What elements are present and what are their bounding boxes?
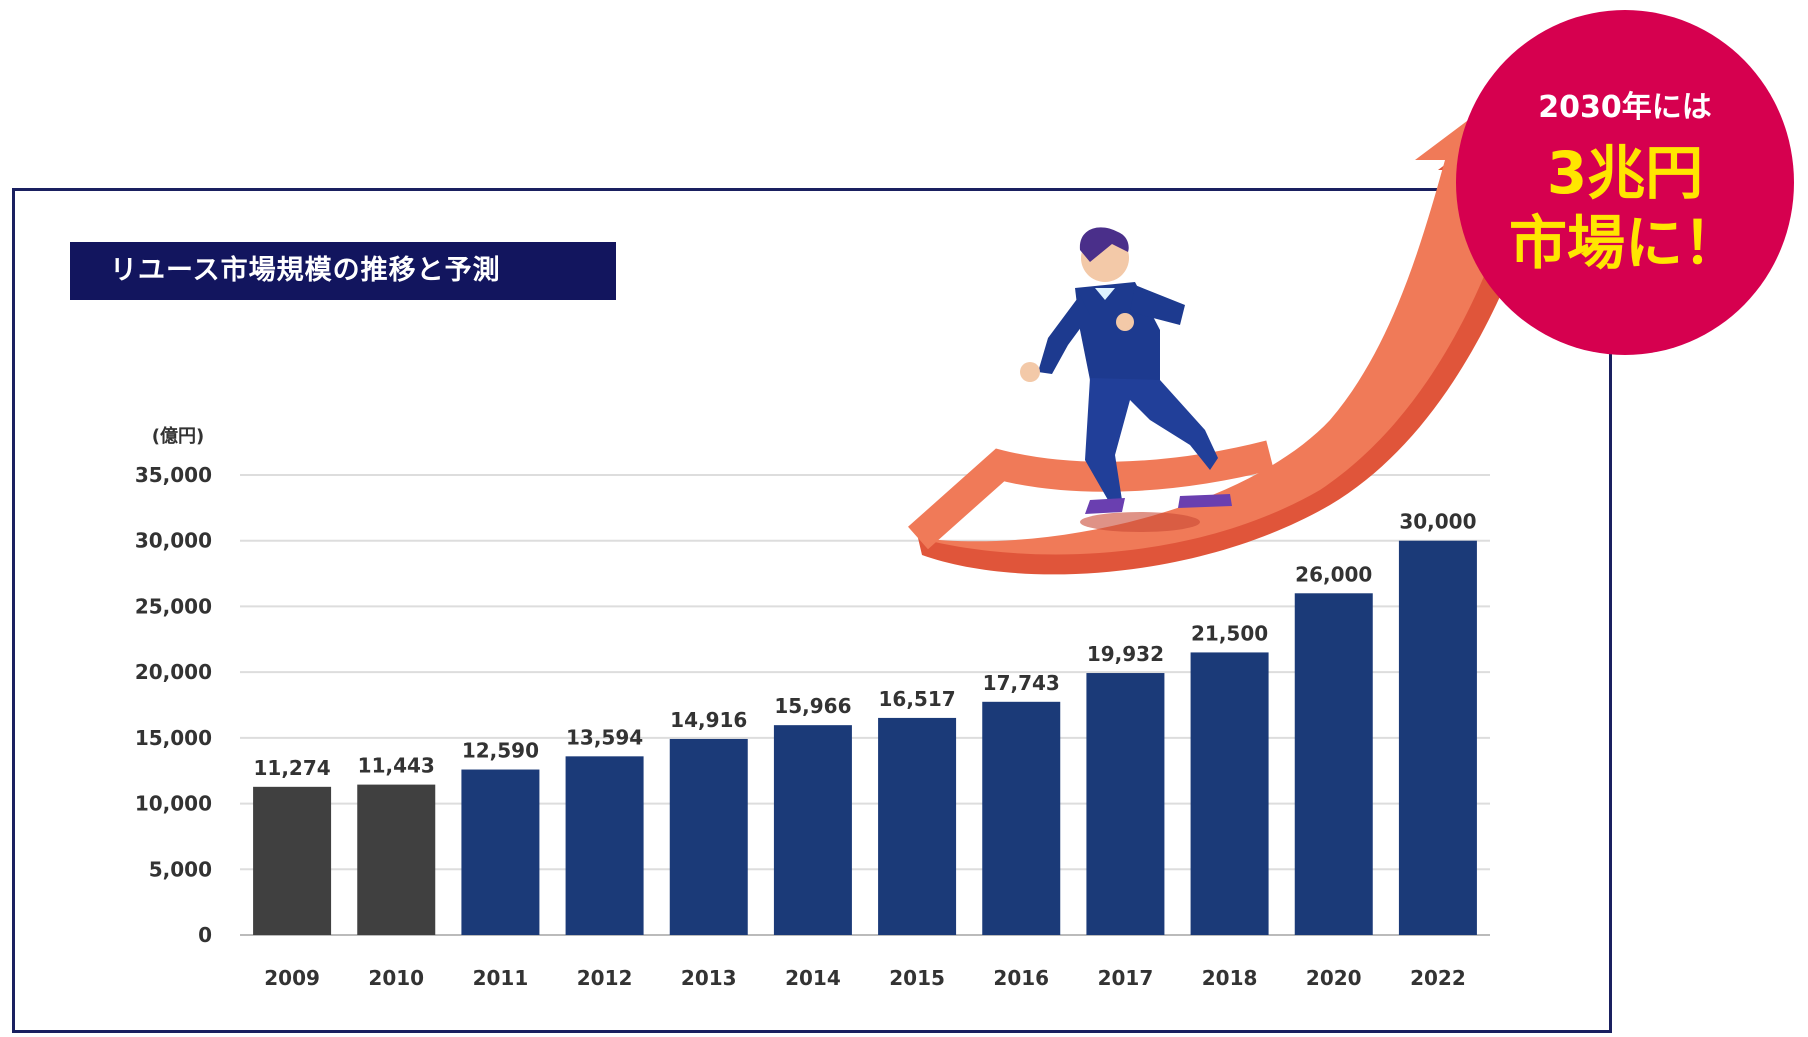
- badge-market-text: 市場に！: [1508, 209, 1741, 277]
- forecast-badge: 2030年には 3兆円 市場に！: [1456, 10, 1794, 355]
- y-tick-label: 10,000: [135, 792, 212, 816]
- x-tick-label-2018: 2018: [1202, 966, 1258, 990]
- data-label-2022: 30,000: [1399, 510, 1476, 534]
- bars: 11,274 11,443 12,590 13,594 14,916 15,966 16,5…: [253, 510, 1477, 935]
- data-label-2012: 13,594: [566, 725, 643, 749]
- x-tick-label-2013: 2013: [681, 966, 737, 990]
- y-axis-unit-label: (億円): [152, 425, 204, 447]
- data-label-2014: 15,966: [774, 694, 851, 718]
- x-tick-label-2011: 2011: [473, 966, 529, 990]
- x-tick-label-2010: 2010: [368, 966, 424, 990]
- businessman-icon: [1020, 227, 1232, 532]
- data-label-2016: 17,743: [983, 671, 1060, 695]
- data-label-2010: 11,443: [358, 754, 435, 778]
- y-tick-label: 25,000: [135, 594, 212, 618]
- bar-2015: [878, 717, 957, 935]
- y-tick-label: 15,000: [135, 726, 212, 750]
- y-tick-label: 5,000: [149, 857, 212, 881]
- chart-title: リユース市場規模の推移と予測: [70, 242, 616, 300]
- y-tick-label: 30,000: [135, 529, 212, 553]
- bar-2017: [1086, 673, 1165, 935]
- data-label-2013: 14,916: [670, 708, 747, 732]
- data-label-2020: 26,000: [1295, 562, 1372, 586]
- x-tick-label-2014: 2014: [785, 966, 841, 990]
- y-tick-label: 20,000: [135, 660, 212, 684]
- bar-2011: [461, 769, 540, 935]
- bar-2012: [565, 756, 644, 935]
- data-label-2009: 11,274: [253, 756, 330, 780]
- data-label-2018: 21,500: [1191, 621, 1268, 645]
- bar-2009: [253, 786, 332, 935]
- bar-2018: [1190, 652, 1269, 935]
- y-tick-label: 0: [198, 923, 212, 947]
- y-tick-label: 35,000: [135, 463, 212, 487]
- x-tick-label-2022: 2022: [1410, 966, 1466, 990]
- bar-2013: [669, 738, 748, 935]
- x-tick-label-2020: 2020: [1306, 966, 1362, 990]
- x-tick-label-2012: 2012: [577, 966, 633, 990]
- x-tick-label-2015: 2015: [889, 966, 945, 990]
- y-axis: (億円) 0 5,000 10,000 15,000 20,000 25,000 30,000…: [135, 425, 212, 947]
- badge-amount-text: 3兆円: [1546, 139, 1704, 207]
- badge-year-text: 2030年には: [1538, 90, 1712, 125]
- bar-2014: [773, 725, 852, 935]
- data-label-2015: 16,517: [878, 687, 955, 711]
- data-label-2011: 12,590: [462, 739, 539, 763]
- bar-2016: [982, 701, 1061, 935]
- data-label-2017: 19,932: [1087, 642, 1164, 666]
- x-tick-label-2016: 2016: [993, 966, 1049, 990]
- x-tick-label-2009: 2009: [264, 966, 320, 990]
- bar-2010: [357, 784, 436, 935]
- bar-2020: [1294, 593, 1373, 935]
- bar-2022: [1398, 540, 1477, 935]
- x-tick-label-2017: 2017: [1098, 966, 1154, 990]
- x-axis: 2009 2010 2011 2012 2013 2014 2015 2016 2017 2018…: [264, 966, 1466, 990]
